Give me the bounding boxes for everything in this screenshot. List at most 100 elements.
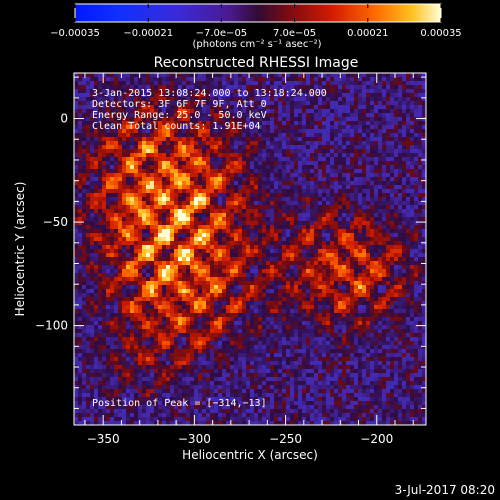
- heatmap-cell: [190, 241, 195, 246]
- heatmap-cell: [386, 213, 391, 218]
- heatmap-cell: [126, 149, 131, 154]
- heatmap-cell: [170, 105, 175, 110]
- heatmap-cell: [110, 105, 115, 110]
- heatmap-cell: [134, 157, 139, 162]
- heatmap-cell: [306, 201, 311, 206]
- heatmap-cell: [106, 169, 111, 174]
- heatmap-cell: [246, 293, 251, 298]
- heatmap-cell: [102, 121, 107, 126]
- heatmap-cell: [198, 237, 203, 242]
- heatmap-cell: [346, 133, 351, 138]
- heatmap-cell: [410, 245, 415, 250]
- heatmap-cell: [418, 157, 423, 162]
- heatmap-cell: [250, 273, 255, 278]
- heatmap-cell: [258, 173, 263, 178]
- heatmap-cell: [290, 189, 295, 194]
- heatmap-cell: [246, 229, 251, 234]
- heatmap-cell: [338, 249, 343, 254]
- heatmap-cell: [106, 81, 111, 86]
- heatmap-cell: [398, 273, 403, 278]
- heatmap-cell: [230, 85, 235, 90]
- heatmap-cell: [386, 109, 391, 114]
- heatmap-cell: [182, 133, 187, 138]
- heatmap-cell: [158, 129, 163, 134]
- heatmap-cell: [118, 145, 123, 150]
- heatmap-cell: [330, 137, 335, 142]
- heatmap-cell: [146, 189, 151, 194]
- heatmap-cell: [190, 105, 195, 110]
- heatmap-cell: [258, 153, 263, 158]
- heatmap-cell: [182, 277, 187, 282]
- heatmap-cell: [94, 233, 99, 238]
- heatmap-cell: [266, 173, 271, 178]
- heatmap-cell: [94, 129, 99, 134]
- heatmap-cell: [298, 125, 303, 130]
- heatmap-cell: [206, 189, 211, 194]
- heatmap-cell: [142, 185, 147, 190]
- heatmap-cell: [338, 81, 343, 86]
- heatmap-cell: [110, 89, 115, 94]
- heatmap-cell: [86, 185, 91, 190]
- heatmap-cell: [414, 73, 419, 78]
- heatmap-cell: [146, 293, 151, 298]
- heatmap-cell: [294, 133, 299, 138]
- heatmap-cell: [162, 245, 167, 250]
- heatmap-cell: [230, 165, 235, 170]
- heatmap-cell: [206, 217, 211, 222]
- heatmap-cell: [250, 89, 255, 94]
- heatmap-cell: [234, 249, 239, 254]
- heatmap-cell: [386, 105, 391, 110]
- heatmap-cell: [114, 229, 119, 234]
- heatmap-cell: [346, 97, 351, 102]
- heatmap-cell: [218, 281, 223, 286]
- heatmap-cell: [326, 189, 331, 194]
- heatmap-cell: [322, 193, 327, 198]
- heatmap-cell: [102, 281, 107, 286]
- heatmap-cell: [394, 229, 399, 234]
- heatmap-cell: [390, 189, 395, 194]
- heatmap-cell: [194, 257, 199, 262]
- heatmap-cell: [226, 105, 231, 110]
- heatmap-cell: [170, 245, 175, 250]
- heatmap-cell: [330, 145, 335, 150]
- heatmap-cell: [78, 281, 83, 286]
- heatmap-cell: [302, 113, 307, 118]
- heatmap-cell: [322, 93, 327, 98]
- heatmap-cell: [82, 97, 87, 102]
- heatmap-cell: [398, 165, 403, 170]
- heatmap-cell: [166, 157, 171, 162]
- heatmap-cell: [214, 285, 219, 290]
- heatmap-cell: [254, 241, 259, 246]
- heatmap-cell: [306, 173, 311, 178]
- heatmap-cell: [190, 205, 195, 210]
- heatmap-cell: [142, 81, 147, 86]
- heatmap-cell: [246, 221, 251, 226]
- heatmap-cell: [266, 197, 271, 202]
- heatmap-cell: [382, 193, 387, 198]
- heatmap-cell: [142, 121, 147, 126]
- heatmap-cell: [130, 237, 135, 242]
- heatmap-cell: [330, 269, 335, 274]
- heatmap-cell: [290, 145, 295, 150]
- heatmap-cell: [150, 97, 155, 102]
- heatmap-cell: [138, 209, 143, 214]
- heatmap-cell: [254, 89, 259, 94]
- heatmap-cell: [98, 73, 103, 78]
- heatmap-cell: [370, 253, 375, 258]
- heatmap-cell: [366, 177, 371, 182]
- heatmap-cell: [282, 121, 287, 126]
- heatmap-cell: [186, 241, 191, 246]
- heatmap-cell: [386, 221, 391, 226]
- heatmap-cell: [366, 129, 371, 134]
- heatmap-cell: [74, 109, 79, 114]
- heatmap-cell: [386, 209, 391, 214]
- heatmap-cell: [282, 77, 287, 82]
- heatmap-cell: [122, 225, 127, 230]
- heatmap-cell: [254, 157, 259, 162]
- heatmap-cell: [310, 177, 315, 182]
- heatmap-cell: [226, 97, 231, 102]
- heatmap-cell: [270, 113, 275, 118]
- heatmap-cell: [190, 281, 195, 286]
- heatmap-cell: [394, 201, 399, 206]
